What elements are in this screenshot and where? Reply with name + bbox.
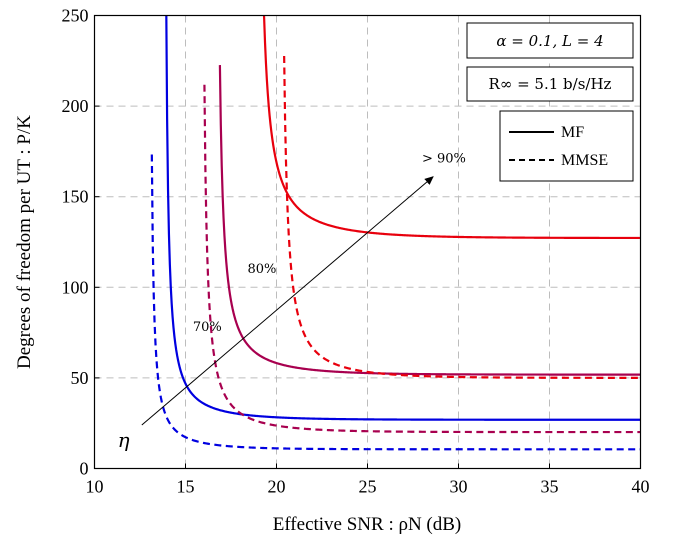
x-tick-label: 40: [632, 477, 650, 497]
series-line-mmse-1: [150, 154, 641, 451]
x-tick-label: 15: [177, 477, 195, 497]
x-axis-label: Effective SNR : ρN (dB): [273, 514, 462, 535]
series-line-mmse-3: [203, 84, 641, 434]
info-box-rate: R∞ = 5.1 b/s/Hz: [466, 66, 634, 102]
series-lines: [150, 15, 641, 451]
y-tick-label: 100: [62, 277, 89, 297]
annotation-80: 80%: [247, 262, 276, 277]
grid-lines: [94, 15, 641, 469]
annotation-70: 70%: [193, 320, 222, 335]
y-axis-label: Degrees of freedom per UT : P/K: [14, 115, 35, 369]
legend-mf-label: MF: [561, 124, 584, 141]
x-tick-label: 20: [268, 477, 286, 497]
annotation-90: > 90%: [422, 151, 466, 166]
y-tick-label: 150: [62, 187, 89, 207]
x-tick-label: 35: [541, 477, 559, 497]
series-line-mf-0: [165, 15, 641, 421]
y-tick-label: 200: [62, 96, 89, 116]
axis-ticks: 10 15 20 25 30 35 40 0 50 100 150 200 250: [62, 6, 650, 497]
series-line-mmse-5: [283, 56, 640, 379]
info-box-params-text: α = 0.1, L = 4: [496, 32, 603, 50]
y-tick-label: 50: [71, 368, 89, 388]
y-tick-label: 250: [62, 6, 89, 26]
legend-mmse-label: MMSE: [561, 152, 608, 169]
x-tick-label: 30: [450, 477, 468, 497]
annotation-eta: η: [118, 428, 130, 452]
info-box-rate-text: R∞ = 5.1 b/s/Hz: [489, 75, 612, 93]
series-line-mf-4: [262, 15, 640, 240]
eta-arrow: [141, 176, 434, 426]
series-line-mf-2: [218, 65, 641, 376]
y-tick-label: 0: [80, 459, 89, 479]
x-tick-label: 10: [86, 477, 104, 497]
info-box-params: α = 0.1, L = 4: [466, 22, 634, 59]
x-tick-label: 25: [359, 477, 377, 497]
legend: MF MMSE: [499, 110, 634, 182]
